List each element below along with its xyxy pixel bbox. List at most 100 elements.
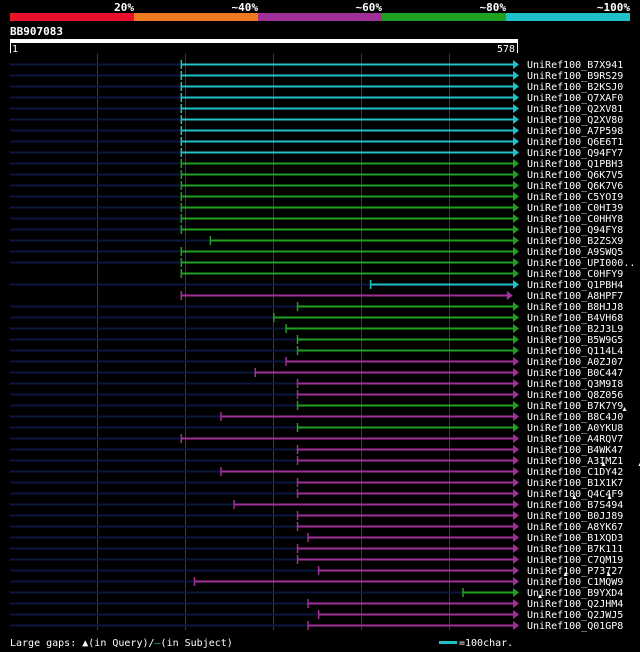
hit-label[interactable]: UniRef100_B0JJ89	[527, 511, 623, 522]
hit-row[interactable]: UniRef100_B2KSJ0	[10, 82, 623, 93]
hit-row[interactable]: UniRef100_B7K7Y9	[10, 401, 623, 412]
hit-label[interactable]: UniRef100_B8C4J0	[527, 412, 623, 423]
hit-row[interactable]: UniRef100_A7P598	[10, 126, 623, 137]
hit-label[interactable]: UniRef100_A9SWQ5	[527, 247, 623, 258]
hit-row[interactable]: UniRef100_B0JJ89	[10, 511, 623, 522]
hit-label[interactable]: UniRef100_B4VH68	[527, 313, 623, 324]
hit-row[interactable]: UniRef100_Q2XV81	[10, 104, 623, 115]
hit-label[interactable]: UniRef100_A7P598	[527, 126, 623, 137]
hit-label[interactable]: UniRef100_Q7XAF0	[527, 93, 623, 104]
hit-label[interactable]: UniRef100_Q2JHM4	[527, 599, 623, 610]
hit-label[interactable]: UniRef100_B8HJJ8	[527, 302, 623, 313]
hit-label[interactable]: UniRef100_C1DY42	[527, 467, 623, 478]
hit-row[interactable]: UniRef100_A8HPF7	[180, 291, 624, 302]
hit-label[interactable]: UniRef100_B1XQD3	[527, 533, 623, 544]
hit-row[interactable]: UniRef100_B4VH68	[10, 313, 623, 324]
hit-label[interactable]: UniRef100_B1X1K7	[527, 478, 623, 489]
hit-label[interactable]: UniRef100_B2J3L9	[527, 324, 623, 335]
hit-label[interactable]: UniRef100_B7X941	[527, 60, 623, 71]
hit-row[interactable]: UniRef100_C5YOI9	[10, 192, 623, 203]
hit-label[interactable]: UniRef100_A8YK67	[527, 522, 623, 533]
hit-row[interactable]: UniRef100_Q7XAF0	[10, 93, 623, 104]
hit-row[interactable]: UniRef100_C1DY42	[10, 462, 640, 478]
hit-row[interactable]: UniRef100_B9YXD4	[10, 588, 623, 599]
hit-row[interactable]: UniRef100_B1X1K7	[10, 478, 623, 489]
hit-row[interactable]: UniRef100_B4WK47	[10, 445, 623, 456]
hit-row[interactable]: UniRef100_A9SWQ5	[10, 247, 623, 258]
hit-row[interactable]: UniRef100_Q6E6T1	[10, 137, 623, 148]
hit-row[interactable]: UniRef100_C1MQW9	[10, 572, 623, 588]
hit-row[interactable]: UniRef100_B1XQD3	[10, 533, 623, 544]
hit-label[interactable]: UniRef100_C7QM19	[527, 555, 623, 566]
hit-row[interactable]: UniRef100_Q8Z056	[10, 390, 623, 401]
hit-label[interactable]: UniRef100_Q01GP8	[527, 621, 623, 632]
hit-row[interactable]: UniRef100_A8YK67	[10, 522, 623, 533]
hit-row[interactable]: UniRef100_B7K111	[10, 544, 623, 555]
hit-label[interactable]: UniRef100_Q6E6T1	[527, 137, 623, 148]
hit-row[interactable]: UniRef100_A0ZJ07	[10, 357, 623, 368]
hit-row[interactable]: UniRef100_B2ZSX9	[10, 236, 623, 247]
hit-row[interactable]: UniRef100_C0HHY8	[10, 214, 623, 225]
hit-row[interactable]: UniRef100_C0HFY9	[180, 269, 624, 280]
hit-label[interactable]: UniRef100_Q6K7V5	[527, 170, 623, 181]
hit-label[interactable]: UniRef100_Q1PBH3	[527, 159, 623, 170]
hit-label[interactable]: UniRef100_B7K111	[527, 544, 623, 555]
hit-label[interactable]: UniRef100_A0YKU8	[527, 423, 623, 434]
hit-label[interactable]: UniRef100_B9RS29	[527, 71, 623, 82]
hit-row[interactable]: UniRef100_Q01GP8	[10, 621, 623, 632]
hit-label[interactable]: UniRef100_B5W9G5	[527, 335, 623, 346]
hit-label[interactable]: UniRef100_Q3M9I8	[527, 379, 623, 390]
hit-label[interactable]: UniRef100_Q8Z056	[527, 390, 623, 401]
hit-row[interactable]: UniRef100_Q94FY8	[10, 225, 623, 236]
hit-row[interactable]: UniRef100_Q2JWJ5	[10, 610, 623, 621]
hit-row[interactable]: UniRef100_UPI000..	[10, 258, 635, 269]
hit-label[interactable]: UniRef100_A3IMZ1	[527, 456, 623, 467]
hit-label[interactable]: UniRef100_Q1PBH4	[527, 280, 623, 291]
hit-label[interactable]: UniRef100_Q4C4F9	[527, 489, 623, 500]
hit-label[interactable]: UniRef100_B4WK47	[527, 445, 623, 456]
hit-row[interactable]: UniRef100_P73727	[10, 566, 623, 577]
hit-row[interactable]: UniRef100_B2J3L9	[10, 324, 623, 335]
hit-row[interactable]: UniRef100_B8C4J0	[10, 407, 627, 423]
hit-label[interactable]: UniRef100_C0HHY8	[527, 214, 623, 225]
hit-row[interactable]: UniRef100_Q3M9I8	[10, 379, 623, 390]
hit-row[interactable]: UniRef100_Q1PBH3	[10, 159, 623, 170]
hit-row[interactable]: UniRef100_B0C447	[10, 368, 623, 379]
hit-label[interactable]: UniRef100_B2KSJ0	[527, 82, 623, 93]
hit-label[interactable]: UniRef100_Q2XV81	[527, 104, 623, 115]
hit-row[interactable]: UniRef100_Q94FY7	[10, 148, 623, 159]
hit-row[interactable]: UniRef100_Q6K7V5	[10, 170, 623, 181]
hit-label[interactable]: UniRef100_Q94FY7	[527, 148, 623, 159]
hit-label[interactable]: UniRef100_Q2JWJ5	[527, 610, 623, 621]
hit-label[interactable]: UniRef100_Q2XV80	[527, 115, 623, 126]
hit-row[interactable]: UniRef100_Q1PBH4	[10, 280, 623, 291]
hit-label[interactable]: UniRef100_A4RQV7	[527, 434, 623, 445]
hit-row[interactable]: UniRef100_B9RS29	[10, 71, 623, 82]
hit-row[interactable]: UniRef100_Q6K7V6	[10, 181, 623, 192]
hit-row[interactable]: UniRef100_Q2JHM4	[10, 594, 623, 610]
hit-label[interactable]: UniRef100_A8HPF7	[527, 291, 623, 302]
hit-label[interactable]: UniRef100_B2ZSX9	[527, 236, 623, 247]
hit-label[interactable]: UniRef100_B7K7Y9	[527, 401, 623, 412]
hit-row[interactable]: UniRef100_B7X941	[10, 60, 623, 71]
hit-row[interactable]: UniRef100_A4RQV7	[10, 434, 623, 445]
hit-row[interactable]: UniRef100_Q2XV80	[10, 115, 623, 126]
hit-label[interactable]: UniRef100_C0HFY9	[527, 269, 623, 280]
hit-row[interactable]: UniRef100_C0HI39	[10, 203, 623, 214]
hit-row[interactable]: UniRef100_C7QM19	[10, 555, 623, 566]
hit-label[interactable]: UniRef100_B9YXD4	[527, 588, 623, 599]
hit-label[interactable]: UniRef100_Q114L4	[527, 346, 623, 357]
hit-label[interactable]: UniRef100_UPI000..	[527, 258, 635, 269]
hit-label[interactable]: UniRef100_A0ZJ07	[527, 357, 623, 368]
hit-label[interactable]: UniRef100_B7S494	[527, 500, 623, 511]
hit-row[interactable]: UniRef100_B8HJJ8	[10, 302, 623, 313]
hit-row[interactable]: UniRef100_Q4C4F9	[10, 489, 623, 500]
hit-row[interactable]: UniRef100_B7S494	[10, 495, 623, 511]
hit-label[interactable]: UniRef100_Q94FY8	[527, 225, 623, 236]
hit-label[interactable]: UniRef100_B0C447	[527, 368, 623, 379]
hit-label[interactable]: UniRef100_C0HI39	[527, 203, 623, 214]
hit-label[interactable]: UniRef100_Q6K7V6	[527, 181, 623, 192]
hit-row[interactable]: UniRef100_Q114L4	[10, 346, 623, 357]
hit-label[interactable]: UniRef100_C1MQW9	[527, 577, 623, 588]
hit-row[interactable]: UniRef100_A0YKU8	[10, 423, 623, 434]
